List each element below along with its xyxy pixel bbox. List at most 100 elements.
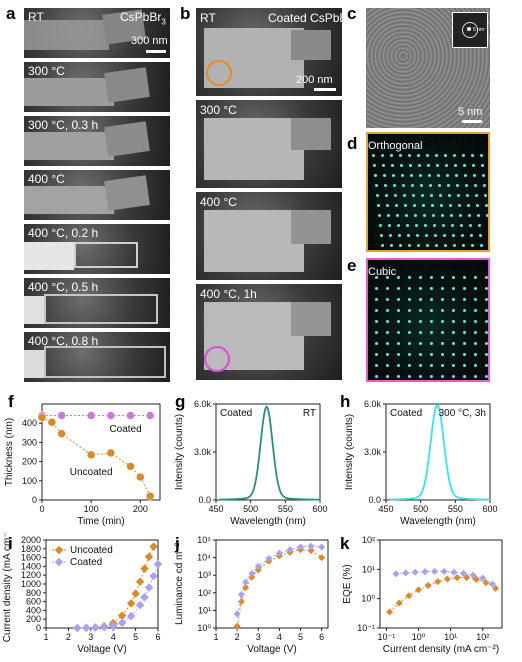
diffraction-spot: [435, 154, 438, 157]
diffraction-spot: [477, 214, 480, 217]
diffraction-spot: [484, 194, 487, 197]
diffraction-spot: [453, 244, 456, 247]
data-point: [99, 622, 109, 632]
diffraction-spot: [441, 309, 444, 312]
x-tick-label: 500: [243, 504, 258, 514]
diffraction-spot: [421, 194, 424, 197]
data-point: [135, 600, 145, 610]
data-point: [57, 411, 66, 420]
diffraction-spot: [430, 353, 433, 356]
panel-label-f: f: [8, 392, 14, 411]
x-tick-label: 5: [298, 632, 303, 642]
diffraction-spot: [458, 204, 461, 207]
tem-frame-a2: 300 °C: [24, 62, 170, 112]
diffraction-spot: [410, 174, 413, 177]
diffraction-spot: [386, 364, 389, 367]
diffraction-spot: [441, 331, 444, 334]
diffraction-spot: [397, 309, 400, 312]
diffraction-spot: [440, 204, 443, 207]
diffraction-spot: [472, 164, 475, 167]
diffraction-spot: [395, 204, 398, 207]
y-tick-label: 3.0k: [364, 447, 382, 457]
diffraction-spot: [430, 287, 433, 290]
data-point: [135, 577, 145, 587]
diffraction-spot: [375, 331, 378, 334]
panel-label-d: d: [347, 134, 358, 153]
diffraction-spot: [441, 353, 444, 356]
diffraction-spot: [463, 287, 466, 290]
y-tick-label: 600: [26, 597, 41, 607]
diffraction-spot: [397, 224, 400, 227]
data-point: [126, 599, 136, 608]
diffraction-spot: [467, 204, 470, 207]
plot-frame: [41, 403, 161, 501]
x-tick-label: 1: [213, 632, 218, 642]
y-tick-label: 2000: [21, 535, 41, 545]
diffraction-spot: [375, 375, 378, 378]
diffraction-spot: [419, 375, 422, 378]
diffraction-spot: [420, 184, 423, 187]
diffraction-spot: [397, 375, 400, 378]
x-tick-label: 600: [312, 504, 327, 514]
tem-frame-b2: 300 °C: [196, 100, 342, 188]
x-tick-label: 600: [482, 504, 497, 514]
region-marker-circle: [204, 346, 230, 372]
inset-scale-label: 5 nm⁻¹: [473, 27, 489, 33]
panel-label-b: b: [180, 4, 191, 23]
diffraction-spot: [404, 204, 407, 207]
x-tick-label: 2: [235, 632, 240, 642]
spectrum-line: [389, 403, 491, 501]
tem-frame-b1: RT Coated CsPbBr3 200 nm: [196, 8, 342, 96]
diffraction-spot: [463, 364, 466, 367]
chart-eqe: 10⁻¹ 10⁰ 10¹ 10² 10⁻¹ 10⁰ 10¹ 10² Current densit…: [342, 535, 503, 655]
x-tick-label: 2: [66, 632, 71, 642]
diffraction-spot: [452, 320, 455, 323]
diffraction-spot: [406, 224, 409, 227]
y-tick-label: 6.0k: [194, 399, 212, 409]
diffraction-spot: [441, 214, 444, 217]
scale-bar-label: 200 nm: [296, 74, 333, 86]
diffraction-spot: [386, 204, 389, 207]
data-point: [421, 568, 429, 576]
data-point: [318, 543, 326, 551]
diffraction-spot: [462, 154, 465, 157]
diffraction-spot: [419, 287, 422, 290]
x-tick-label: 1: [43, 632, 48, 642]
x-axis-label: Wavelength (nm): [230, 516, 306, 527]
x-axis-label: Time (min): [77, 516, 124, 527]
diffraction-spot: [375, 353, 378, 356]
diffraction-spot: [485, 204, 488, 207]
phase-label: Orthogonal: [368, 140, 423, 152]
diffraction-spot: [457, 194, 460, 197]
diffraction-spot: [441, 364, 444, 367]
diffraction-spot: [453, 154, 456, 157]
y-tick-label: 200: [26, 614, 41, 624]
diffraction-spot: [474, 331, 477, 334]
x-tick-label: 4: [111, 632, 116, 642]
x-tick-label: 100: [84, 504, 99, 514]
diffraction-spot: [431, 204, 434, 207]
phase-label: Cubic: [368, 266, 397, 278]
data-point: [140, 592, 149, 602]
diffraction-spot: [443, 234, 446, 237]
diffraction-spot: [474, 375, 477, 378]
data-point: [392, 570, 400, 578]
diffraction-spot: [397, 320, 400, 323]
legend-marker: [54, 557, 64, 567]
diffraction-spot: [430, 194, 433, 197]
tem-frame-a1: RT CsPbBr3 300 nm: [24, 8, 170, 58]
legend-label: Uncoated: [70, 545, 113, 556]
diffraction-spot: [485, 331, 488, 334]
diffraction-spot: [435, 244, 438, 247]
diffraction-spot: [412, 194, 415, 197]
y-tick-label: 10⁻¹: [357, 623, 375, 633]
diffraction-spot: [375, 276, 378, 279]
diffraction-spot: [436, 164, 439, 167]
diffraction-spot: [474, 276, 477, 279]
x-axis-label: Voltage (V): [247, 644, 296, 655]
panel-label-e: e: [347, 256, 357, 275]
diffraction-spot: [392, 174, 395, 177]
diffraction-spot: [438, 184, 441, 187]
tem-caption: 300 °C: [28, 64, 65, 78]
diffraction-spot: [479, 234, 482, 237]
